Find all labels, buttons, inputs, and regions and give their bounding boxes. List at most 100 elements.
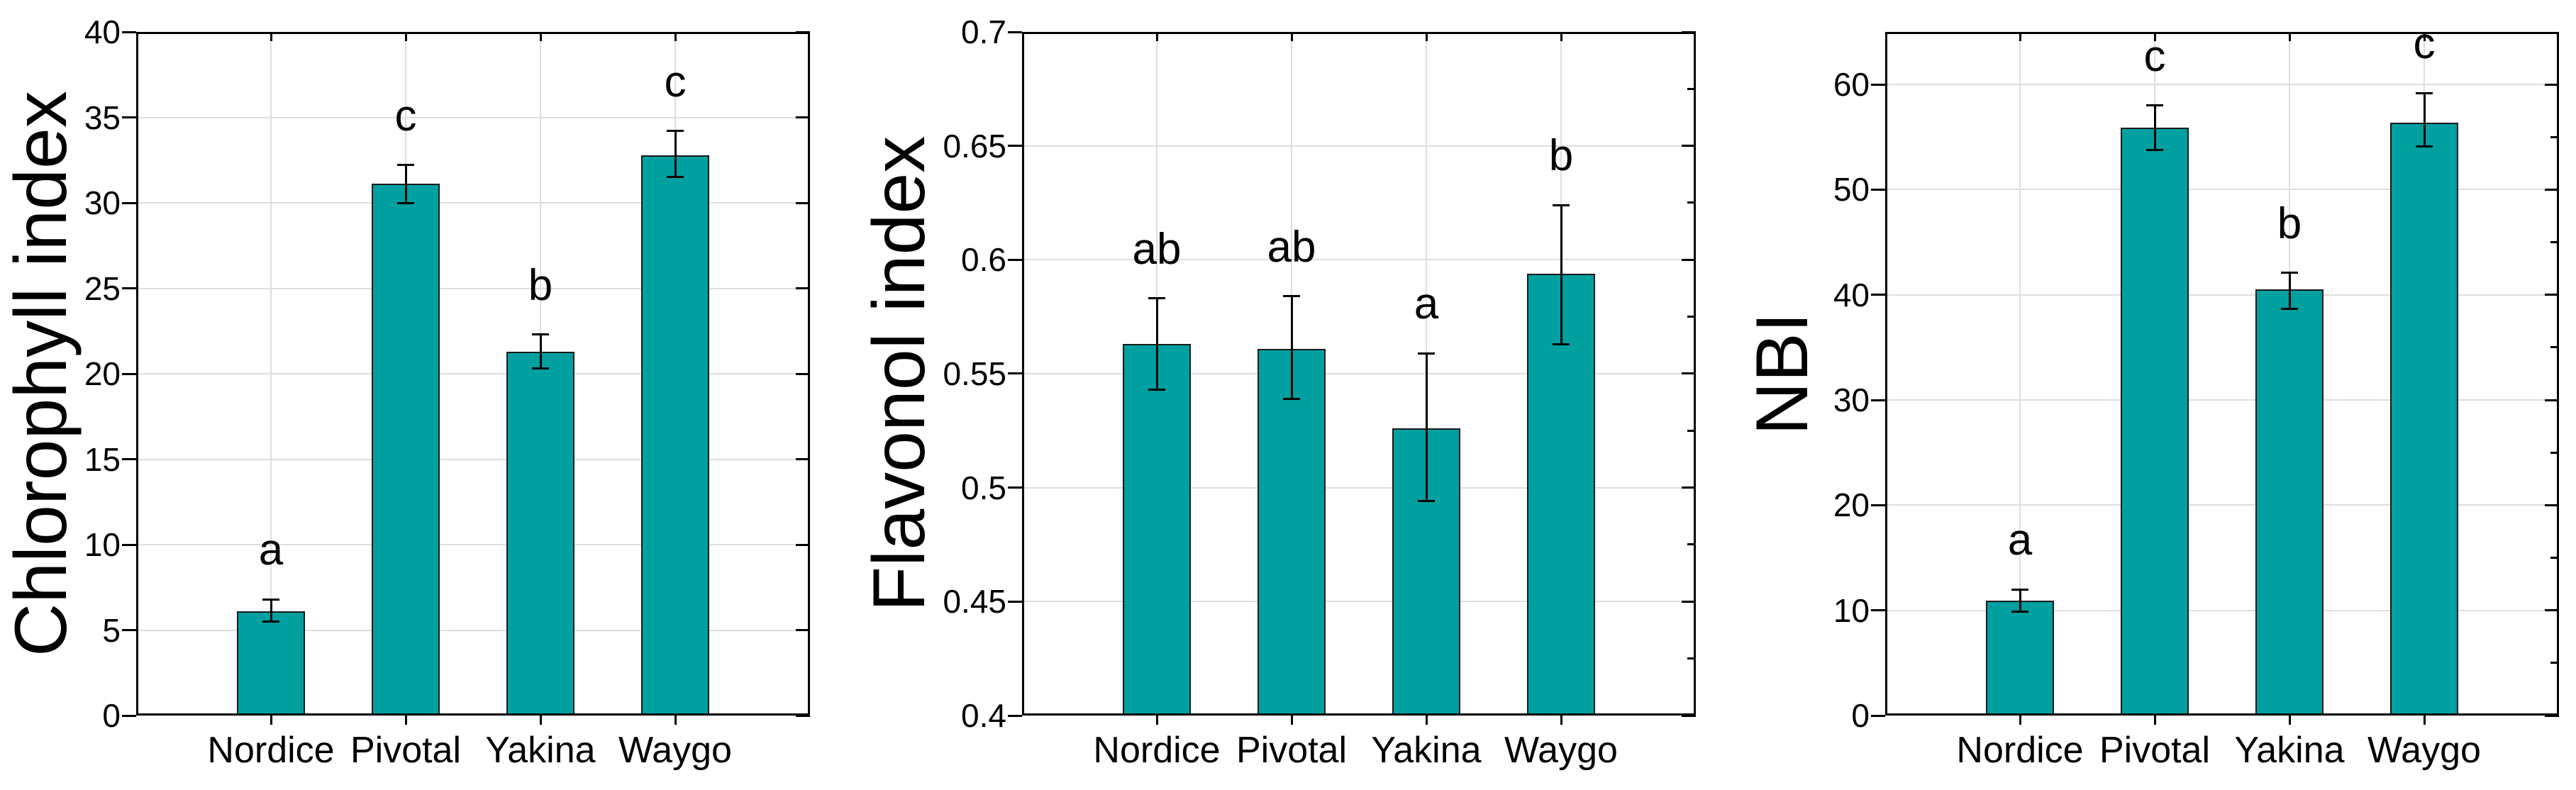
- y-tick: [122, 544, 136, 546]
- x-tick-bottom: [1156, 716, 1158, 725]
- y-minor-tick-right: [2550, 452, 2559, 454]
- y-minor-tick-right: [2550, 662, 2559, 664]
- x-tick-top: [540, 32, 542, 41]
- y-tick-right: [1682, 601, 1696, 603]
- x-tick-top: [1156, 32, 1158, 41]
- y-grid-line: [1022, 601, 1696, 602]
- error-bar-cap-top: [2146, 104, 2163, 106]
- x-tick-label: Pivotal: [2099, 730, 2211, 771]
- bar: [2390, 123, 2458, 716]
- error-bar: [1426, 353, 1428, 501]
- y-tick: [1871, 84, 1885, 86]
- bar: [1123, 344, 1191, 716]
- y-tick: [1008, 31, 1022, 33]
- error-bar: [2289, 273, 2291, 308]
- y-tick-label: 60: [1833, 66, 1870, 103]
- error-bar-cap-top: [1283, 295, 1300, 297]
- error-bar-cap-top: [2011, 589, 2028, 591]
- x-tick-label: Nordice: [207, 730, 335, 771]
- x-tick-bottom: [2019, 716, 2021, 725]
- y-tick-right: [2545, 715, 2559, 717]
- y-tick-label: 0: [1851, 697, 1870, 734]
- error-bar-cap-bottom: [2146, 149, 2163, 151]
- y-tick-label: 30: [84, 184, 121, 221]
- significance-letter: ab: [1267, 223, 1316, 272]
- significance-letter: b: [528, 261, 553, 310]
- error-bar-cap-bottom: [2011, 611, 2028, 613]
- x-tick-label: Waygo: [2367, 730, 2481, 771]
- y-tick-label: 0: [102, 697, 121, 734]
- x-tick-bottom: [405, 716, 407, 725]
- y-tick-right: [2545, 504, 2559, 506]
- error-bar: [1560, 205, 1562, 344]
- y-tick-right: [796, 287, 810, 289]
- y-tick-right: [2545, 84, 2559, 86]
- y-grid-line: [136, 459, 810, 460]
- error-bar-cap-bottom: [1148, 389, 1165, 391]
- bar: [2255, 289, 2324, 716]
- significance-letter: c: [394, 91, 417, 140]
- bar: [2121, 128, 2189, 716]
- y-tick: [1871, 294, 1885, 296]
- y-tick-right: [796, 116, 810, 118]
- error-bar: [674, 131, 677, 177]
- y-grid-line: [1885, 399, 2559, 401]
- y-minor-tick-right: [1687, 88, 1696, 90]
- y-minor-tick-right: [1687, 316, 1696, 318]
- y-tick-label: 10: [84, 526, 121, 563]
- error-bar-cap-top: [397, 164, 414, 166]
- error-bar-cap-bottom: [1283, 398, 1300, 400]
- error-bar-cap-top: [1148, 297, 1165, 299]
- significance-letter: b: [1548, 131, 1574, 180]
- y-minor-tick-right: [2550, 241, 2559, 243]
- y-tick-label: 40: [1833, 277, 1870, 313]
- error-bar: [540, 335, 542, 369]
- error-bar-cap-top: [262, 599, 279, 601]
- y-tick-label: 35: [84, 99, 121, 136]
- y-tick-label: 0.55: [943, 355, 1006, 392]
- bar: [372, 184, 440, 716]
- y-tick-label: 0.4: [961, 697, 1006, 734]
- y-tick: [122, 287, 136, 289]
- y-tick: [1008, 601, 1022, 603]
- bar: [506, 352, 574, 716]
- y-tick: [122, 116, 136, 118]
- y-tick-right: [796, 629, 810, 631]
- y-grid-line: [1022, 145, 1696, 147]
- error-bar-cap-top: [2416, 92, 2433, 94]
- x-tick-label: Yakina: [485, 730, 596, 771]
- error-bar: [2424, 93, 2426, 147]
- x-tick-bottom: [674, 716, 677, 725]
- y-tick: [1871, 609, 1885, 611]
- y-tick-right: [796, 544, 810, 546]
- y-tick-label: 0.65: [943, 128, 1006, 165]
- y-minor-tick-right: [2550, 136, 2559, 138]
- error-bar-cap-top: [1553, 204, 1570, 206]
- bar: [1527, 274, 1595, 716]
- bar: [641, 155, 709, 716]
- y-minor-tick-right: [1687, 430, 1696, 432]
- y-tick-right: [796, 373, 810, 375]
- y-tick: [122, 458, 136, 460]
- x-tick-top: [405, 32, 407, 41]
- y-tick-label: 10: [1833, 592, 1870, 629]
- y-grid-line: [1022, 487, 1696, 489]
- x-tick-top: [1291, 32, 1293, 41]
- y-minor-tick-right: [1687, 201, 1696, 204]
- y-tick-right: [1682, 715, 1696, 717]
- y-tick-right: [2545, 399, 2559, 401]
- y-tick: [1008, 372, 1022, 374]
- y-tick-right: [796, 202, 810, 204]
- bar: [237, 611, 305, 716]
- significance-letter: b: [2277, 199, 2302, 248]
- significance-letter: a: [258, 525, 284, 574]
- x-tick-bottom: [1426, 716, 1428, 725]
- y-tick: [1871, 399, 1885, 401]
- y-minor-tick-right: [2550, 557, 2559, 559]
- x-tick-bottom: [540, 716, 542, 725]
- y-tick-label: 0.7: [961, 13, 1006, 50]
- error-bar-cap-top: [667, 130, 684, 132]
- error-bar: [1156, 299, 1158, 390]
- y-tick-right: [2545, 294, 2559, 296]
- y-tick: [1008, 259, 1022, 261]
